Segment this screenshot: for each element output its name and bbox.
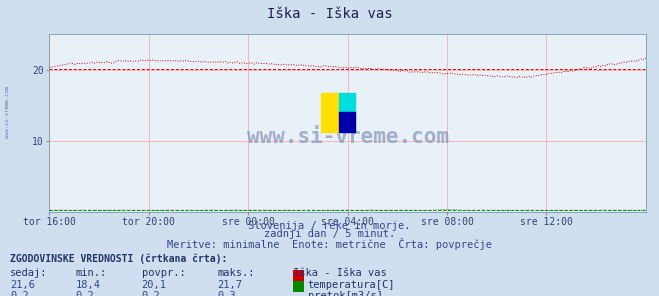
Text: min.:: min.:	[76, 268, 107, 278]
Text: ZGODOVINSKE VREDNOSTI (črtkana črta):: ZGODOVINSKE VREDNOSTI (črtkana črta):	[10, 253, 227, 263]
Text: 0,2: 0,2	[10, 291, 28, 296]
Bar	[321, 93, 339, 132]
Text: 18,4: 18,4	[76, 280, 101, 290]
Bar	[339, 93, 355, 112]
Text: sedaj:: sedaj:	[10, 268, 47, 278]
Text: zadnji dan / 5 minut.: zadnji dan / 5 minut.	[264, 229, 395, 239]
Text: Slovenija / reke in morje.: Slovenija / reke in morje.	[248, 221, 411, 231]
Text: pretok[m3/s]: pretok[m3/s]	[308, 291, 383, 296]
Text: 0,2: 0,2	[142, 291, 160, 296]
Text: www.si-vreme.com: www.si-vreme.com	[5, 86, 11, 139]
Text: povpr.:: povpr.:	[142, 268, 185, 278]
Text: Meritve: minimalne  Enote: metrične  Črta: povprečje: Meritve: minimalne Enote: metrične Črta:…	[167, 238, 492, 250]
Text: maks.:: maks.:	[217, 268, 255, 278]
Text: www.si-vreme.com: www.si-vreme.com	[246, 127, 449, 147]
Text: temperatura[C]: temperatura[C]	[308, 280, 395, 290]
Text: 21,7: 21,7	[217, 280, 243, 290]
Text: 21,6: 21,6	[10, 280, 35, 290]
Text: Iška - Iška vas: Iška - Iška vas	[293, 268, 387, 278]
Bar	[339, 112, 355, 132]
Text: 20,1: 20,1	[142, 280, 167, 290]
Text: 0,3: 0,3	[217, 291, 236, 296]
Text: 0,2: 0,2	[76, 291, 94, 296]
Text: Iška - Iška vas: Iška - Iška vas	[267, 7, 392, 21]
